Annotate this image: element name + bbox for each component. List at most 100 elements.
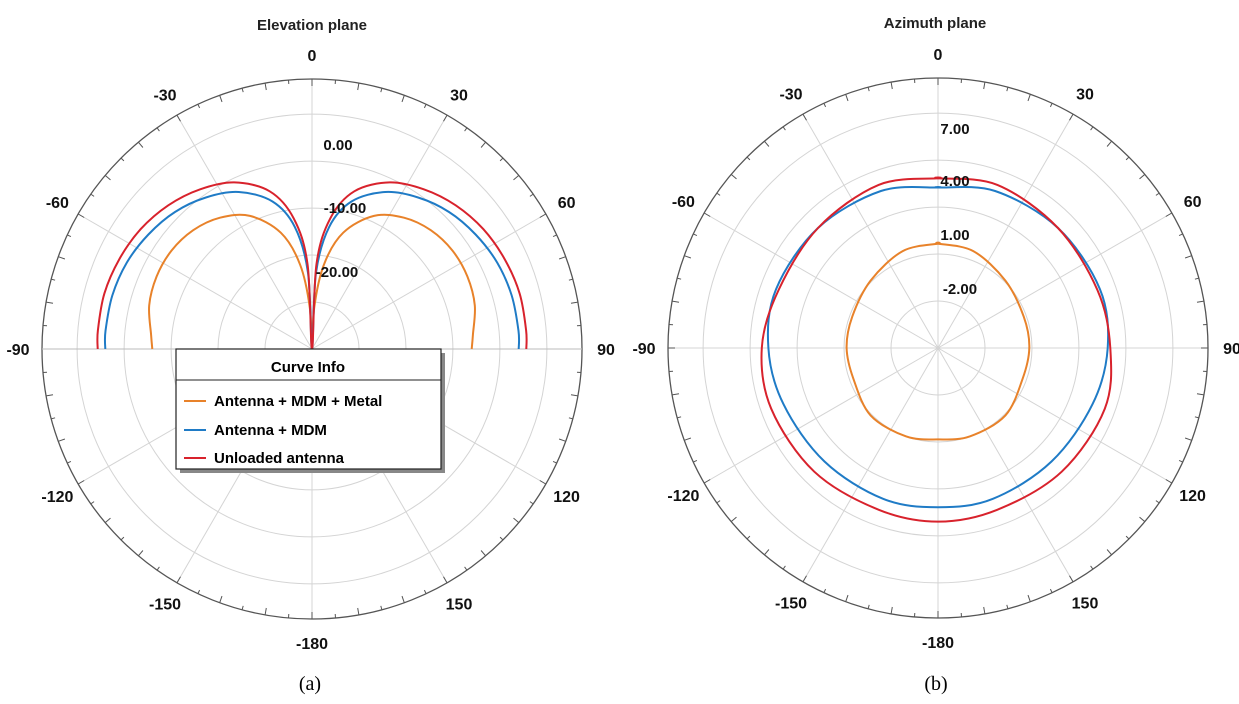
tick-mark (156, 127, 160, 132)
grid-spoke (311, 114, 448, 350)
radial-label: -10.00 (324, 200, 367, 217)
tick-mark (1125, 535, 1130, 540)
tick-mark (1178, 459, 1183, 463)
tick-mark (1196, 300, 1204, 303)
tick-mark (684, 437, 692, 441)
angle-label: -60 (672, 194, 695, 211)
tick-mark (1165, 212, 1173, 217)
tick-mark (513, 175, 520, 181)
chart-title: Elevation plane (257, 17, 367, 34)
tick-mark (197, 589, 201, 594)
tick-mark (513, 517, 520, 523)
tick-mark (67, 460, 72, 464)
tick-mark (1006, 87, 1009, 92)
tick-mark (1155, 500, 1160, 504)
tick-mark (423, 104, 427, 109)
angle-label: -90 (6, 342, 29, 359)
grid-spoke (937, 212, 1173, 349)
tick-mark (677, 416, 682, 419)
radial-label: 1.00 (940, 227, 969, 244)
angle-label: 0 (934, 47, 943, 64)
angle-label: 60 (558, 195, 576, 212)
tick-mark (480, 550, 486, 557)
tick-mark (539, 213, 547, 218)
azimuth-chart: Azimuth plane 0 30 60 90 120 150 -180 -150 -120 -… (632, 15, 1239, 652)
legend-entry-metal: Antenna + MDM + Metal (214, 393, 382, 410)
angle-label: -180 (922, 635, 954, 652)
legend-title: Curve Info (271, 359, 345, 376)
tick-mark (890, 606, 893, 614)
tick-mark (823, 103, 827, 108)
tick-mark (983, 82, 986, 90)
grid-spoke (937, 113, 1074, 349)
tick-mark (176, 114, 181, 122)
tick-mark (1090, 126, 1094, 131)
angle-label: 120 (553, 489, 580, 506)
tick-mark (1049, 103, 1053, 108)
angle-label: 30 (1076, 86, 1094, 103)
caption-a: (a) (299, 673, 321, 695)
angle-label: 90 (1223, 341, 1239, 358)
tick-mark (672, 300, 680, 303)
tick-mark (120, 536, 125, 541)
tick-mark (746, 156, 751, 161)
tick-mark (539, 480, 547, 485)
tick-mark (1196, 393, 1204, 396)
tick-mark (568, 278, 573, 281)
legend-box (175, 348, 442, 470)
tick-mark (357, 607, 360, 615)
grid-spoke (77, 213, 313, 350)
tick-mark (380, 88, 383, 93)
legend: Curve Info Antenna + MDM + Metal Antenna… (175, 348, 445, 473)
angle-label: -180 (296, 636, 328, 653)
tick-mark (380, 605, 383, 610)
tick-mark (1106, 549, 1112, 556)
tick-mark (867, 604, 870, 609)
tick-mark (401, 95, 405, 103)
angle-label: -90 (632, 341, 655, 358)
angle-label: -120 (667, 488, 699, 505)
angle-label: 90 (597, 342, 615, 359)
tick-mark (401, 595, 405, 603)
tick-mark (176, 576, 181, 584)
tick-mark (1027, 594, 1031, 602)
tick-mark (138, 141, 144, 148)
tick-mark (558, 438, 566, 442)
tick-mark (672, 393, 680, 396)
tick-mark (782, 565, 786, 570)
tick-mark (730, 516, 737, 522)
axis-labels: 0 30 60 90 120 150 -180 -150 -120 -90 -60 -30 0.00 -1… (6, 48, 615, 653)
tick-mark (730, 174, 737, 180)
tick-mark (219, 95, 223, 103)
radial-label: 4.00 (940, 173, 969, 190)
series-curve (760, 176, 1113, 523)
tick-mark (1069, 575, 1074, 583)
elevation-chart: Elevation plane 0 30 60 90 120 150 -180 -150 -12… (6, 17, 615, 653)
tick-mark (845, 94, 849, 102)
radial-label: -20.00 (316, 264, 359, 281)
tick-mark (197, 104, 201, 109)
tick-mark (1069, 113, 1074, 121)
tick-mark (120, 157, 125, 162)
tick-mark (480, 141, 486, 148)
tick-mark (764, 549, 770, 556)
tick-mark (529, 501, 534, 505)
tick-mark (1184, 255, 1192, 259)
angle-label: -30 (779, 86, 802, 103)
caption-b: (b) (924, 673, 947, 695)
tick-mark (499, 157, 504, 162)
radial-label: 7.00 (940, 121, 969, 138)
tick-mark (104, 517, 111, 523)
tick-mark (264, 607, 267, 615)
tick-mark (1006, 604, 1009, 609)
tick-mark (77, 213, 85, 218)
tick-mark (90, 193, 95, 197)
tick-mark (423, 589, 427, 594)
series-curves (760, 176, 1113, 523)
axis-labels: 0 30 60 90 120 150 -180 -150 -120 -90 -60 -30 7.00 4.… (632, 47, 1239, 652)
tick-mark (890, 82, 893, 90)
tick-mark (1139, 516, 1146, 522)
tick-mark (570, 301, 578, 304)
tick-mark (264, 83, 267, 91)
